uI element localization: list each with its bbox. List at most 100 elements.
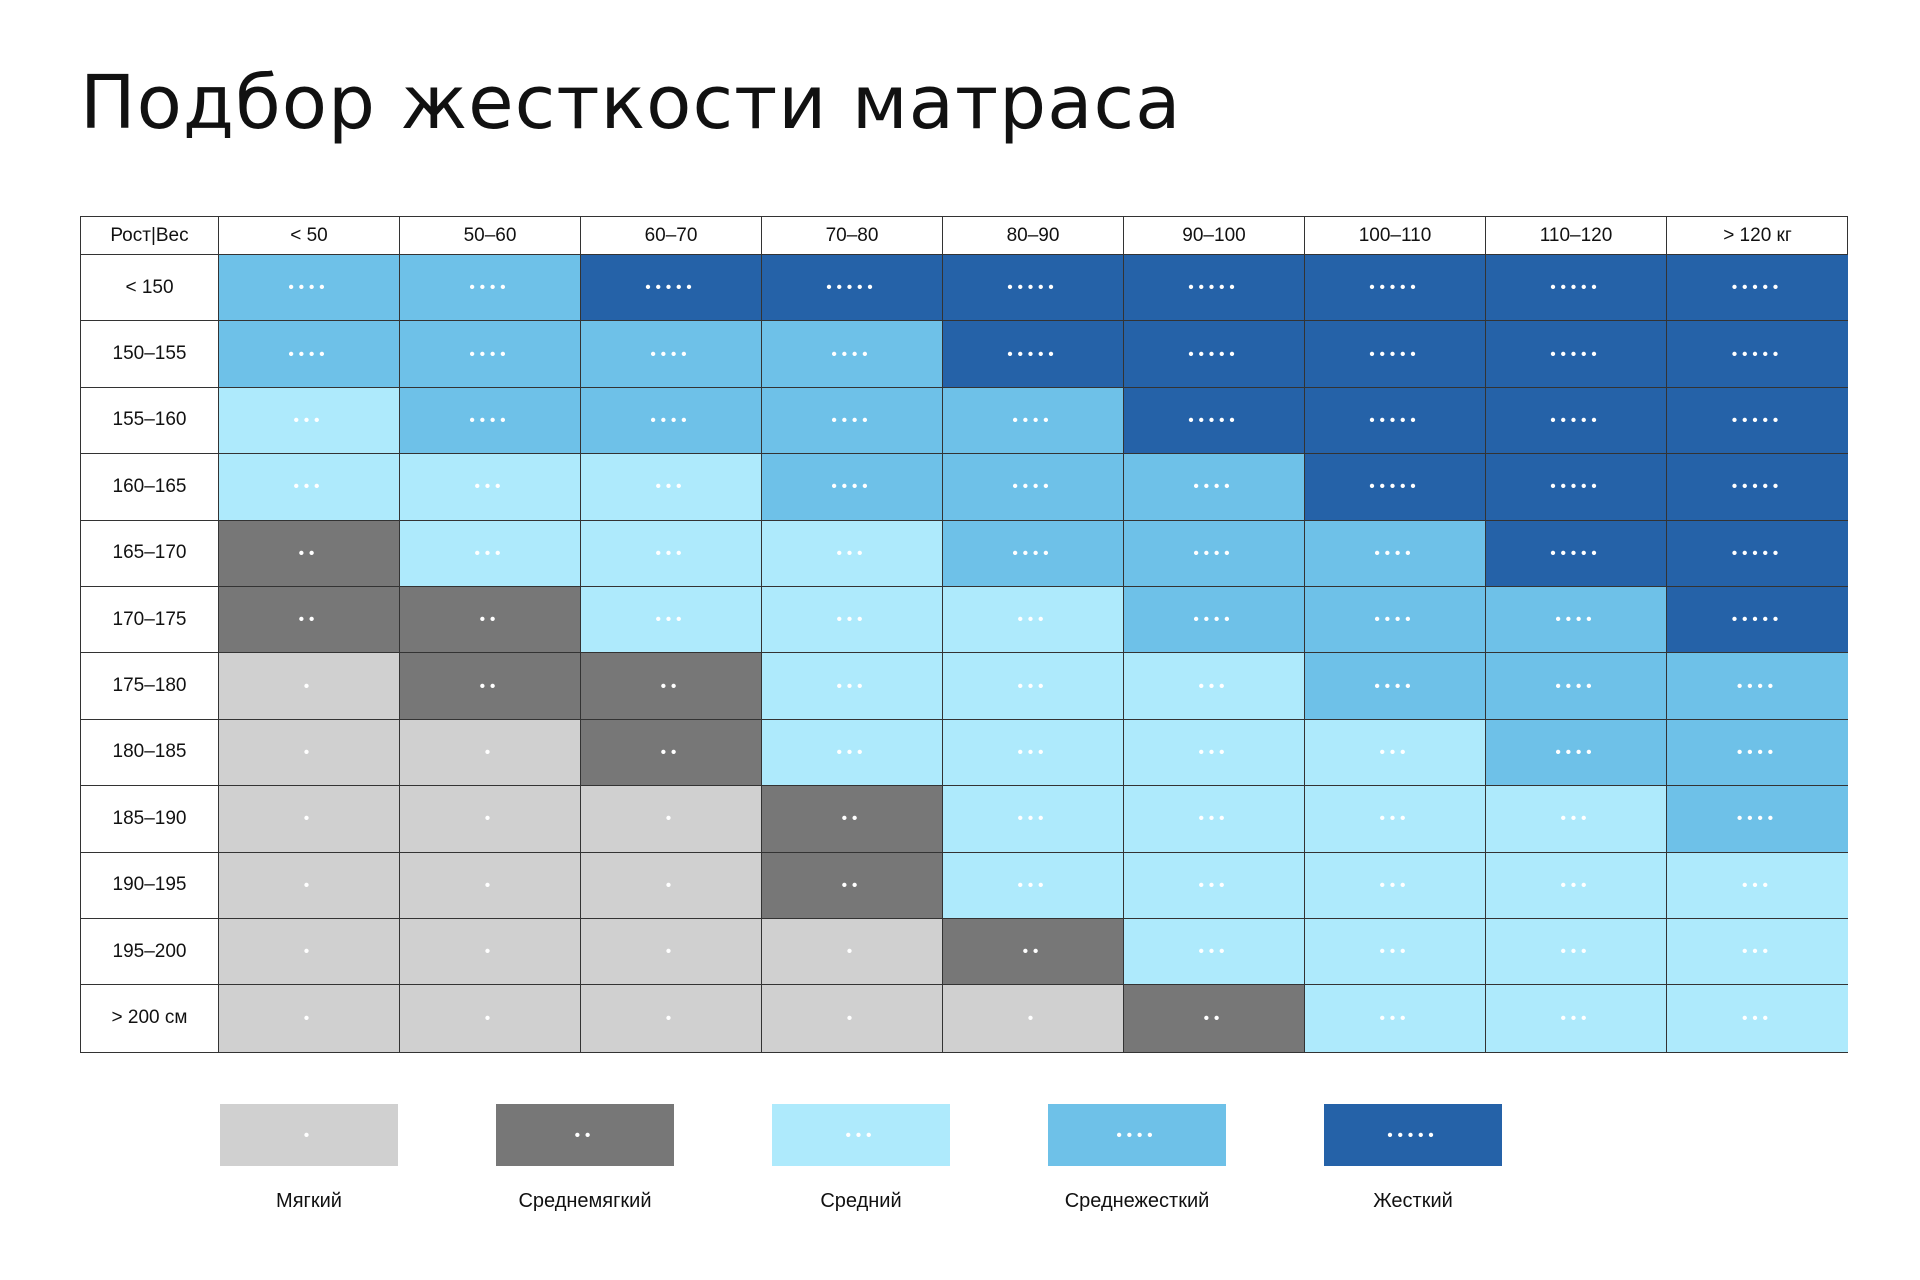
heatmap-cell: • — [581, 985, 762, 1052]
legend-label: Средний — [820, 1190, 902, 1212]
firmness-dots: ••• — [293, 411, 325, 429]
heatmap-cell: ••• — [762, 520, 943, 587]
heatmap-cell: ••••• — [1124, 387, 1305, 455]
firmness-dots: ••••• — [1731, 279, 1784, 297]
legend-swatch: • — [220, 1104, 398, 1166]
heatmap-cell: • — [219, 653, 400, 720]
firmness-dots: •••• — [1555, 677, 1597, 695]
legend-swatch: ••• — [772, 1104, 950, 1166]
heatmap-cell: ••• — [400, 454, 581, 521]
heatmap-cell: ••• — [581, 586, 762, 654]
heatmap-cell: • — [219, 786, 400, 853]
firmness-dots: ••• — [1742, 943, 1773, 961]
heatmap-cell: •••• — [1486, 653, 1667, 720]
heatmap-cell: • — [762, 985, 943, 1052]
firmness-dots: • — [484, 943, 496, 961]
column-header: 80–90 — [943, 217, 1124, 255]
row-header: 190–195 — [81, 852, 219, 919]
firmness-dots: •• — [298, 611, 320, 629]
heatmap-cell: ••• — [1124, 852, 1305, 919]
heatmap-cell: •• — [762, 786, 943, 853]
firmness-dots: • — [484, 810, 496, 828]
heatmap-cell: ••••• — [1667, 586, 1848, 654]
firmness-dots: •••• — [469, 411, 511, 429]
heatmap-cell: ••• — [1305, 985, 1486, 1052]
firmness-dots: •• — [841, 876, 863, 894]
heatmap-cell: • — [400, 786, 581, 853]
heatmap-cell: •••• — [1124, 586, 1305, 654]
heatmap-cell: • — [219, 918, 400, 986]
heatmap-cell: ••• — [943, 786, 1124, 853]
firmness-dots: ••• — [836, 611, 868, 629]
firmness-dots: ••••• — [1550, 411, 1602, 429]
heatmap-cell: •••• — [762, 454, 943, 521]
heatmap-cell: ••• — [1305, 852, 1486, 919]
heatmap-cell: •••• — [762, 321, 943, 388]
heatmap-cell: ••• — [762, 719, 943, 787]
heatmap-cell: ••• — [1124, 786, 1305, 853]
firmness-dots: • — [303, 677, 315, 695]
row-header: 175–180 — [81, 653, 219, 720]
firmness-dots: ••• — [1198, 677, 1230, 695]
heatmap-cell: ••••• — [1486, 321, 1667, 388]
column-header: > 120 кг — [1667, 217, 1848, 255]
heatmap-cell: • — [400, 918, 581, 986]
heatmap-cell: •• — [762, 852, 943, 919]
firmness-dots: ••••• — [1550, 279, 1602, 297]
firmness-dots: ••••• — [1188, 411, 1240, 429]
row-header: 180–185 — [81, 719, 219, 787]
firmness-dots: •• — [479, 677, 501, 695]
heatmap-cell: •••• — [1124, 454, 1305, 521]
firmness-dots: ••••• — [1731, 411, 1784, 429]
firmness-dots: •••• — [469, 279, 511, 297]
firmness-dots: • — [303, 876, 315, 894]
heatmap-cell: ••• — [1667, 985, 1848, 1052]
heatmap-cell: ••• — [943, 852, 1124, 919]
heatmap-cell: ••• — [1667, 918, 1848, 986]
firmness-dots: ••• — [1017, 743, 1049, 761]
heatmap-cell: ••••• — [943, 255, 1124, 322]
heatmap-cell: ••• — [943, 653, 1124, 720]
legend-swatch: •• — [496, 1104, 674, 1166]
firmness-dots: •• — [660, 677, 682, 695]
heatmap-cell: ••• — [400, 520, 581, 587]
row-header: 155–160 — [81, 387, 219, 455]
firmness-dots: ••• — [1560, 1009, 1592, 1027]
heatmap-cell: •••• — [219, 321, 400, 388]
heatmap-cell: ••••• — [1124, 321, 1305, 388]
firmness-dots: •• — [1203, 1009, 1225, 1027]
heatmap-cell: • — [219, 719, 400, 787]
legend-label: Жесткий — [1373, 1190, 1453, 1212]
firmness-dots: • — [484, 743, 496, 761]
firmness-dots: •••• — [1012, 411, 1054, 429]
firmness-dots: ••••• — [1188, 345, 1240, 363]
heatmap-cell: • — [762, 918, 943, 986]
firmness-dots: •••• — [1193, 544, 1235, 562]
firmness-dots: ••• — [474, 478, 506, 496]
heatmap-cell: ••••• — [1124, 255, 1305, 322]
firmness-dots: • — [665, 810, 677, 828]
heatmap-cell: ••• — [1124, 653, 1305, 720]
firmness-dots: ••• — [293, 478, 325, 496]
firmness-dots: ••• — [1379, 943, 1411, 961]
heatmap-cell: ••••• — [1486, 387, 1667, 455]
page-title: Подбор жесткости матраса — [80, 60, 1182, 146]
heatmap-cell: • — [219, 985, 400, 1052]
firmness-dots: ••• — [1198, 876, 1230, 894]
heatmap-cell: • — [581, 852, 762, 919]
firmness-dots: • — [846, 943, 858, 961]
firmness-dots: • — [665, 1009, 677, 1027]
column-header: < 50 — [219, 217, 400, 255]
row-header: 160–165 — [81, 454, 219, 521]
heatmap-cell: • — [400, 719, 581, 787]
firmness-dots: ••• — [1198, 810, 1230, 828]
firmness-dots: •••• — [1116, 1126, 1158, 1144]
firmness-dots: ••• — [1742, 1009, 1773, 1027]
legend-label: Мягкий — [276, 1190, 342, 1212]
firmness-dots: •••• — [288, 345, 330, 363]
firmness-dots: ••••• — [1369, 478, 1421, 496]
heatmap-cell: ••• — [581, 454, 762, 521]
firmness-dots: •••• — [1555, 611, 1597, 629]
firmness-dots: ••• — [1017, 677, 1049, 695]
heatmap-cell: •• — [581, 653, 762, 720]
